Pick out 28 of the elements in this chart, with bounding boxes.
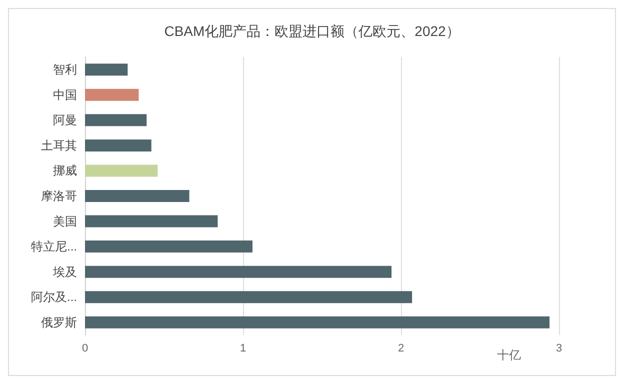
x-tick-label: 3 bbox=[556, 342, 562, 354]
bar bbox=[85, 240, 252, 253]
y-tick-label: 土耳其 bbox=[41, 138, 77, 152]
bar bbox=[85, 291, 412, 304]
y-tick-label: 美国 bbox=[53, 214, 77, 228]
bar bbox=[85, 164, 158, 177]
y-tick-label: 挪威 bbox=[53, 164, 77, 178]
y-tick-label: 埃及 bbox=[52, 264, 77, 279]
y-tick-label: 特立尼... bbox=[30, 240, 77, 254]
bar bbox=[85, 215, 218, 228]
x-tick-label: 2 bbox=[398, 342, 404, 354]
bar bbox=[85, 88, 139, 101]
x-tick-label: 0 bbox=[82, 342, 88, 354]
bar bbox=[85, 190, 190, 202]
y-tick-label: 摩洛哥 bbox=[41, 189, 77, 203]
bar bbox=[85, 64, 128, 76]
bar bbox=[85, 266, 392, 278]
y-tick-label: 俄罗斯 bbox=[41, 315, 77, 330]
y-tick-label: 阿曼 bbox=[53, 113, 77, 128]
y-tick-label: 阿尔及... bbox=[30, 290, 77, 304]
y-tick-label: 智利 bbox=[53, 62, 77, 77]
bar bbox=[85, 139, 152, 152]
x-tick-label: 1 bbox=[240, 342, 246, 354]
chart-title: CBAM化肥产品：欧盟进口额（亿欧元、2022） bbox=[164, 23, 460, 39]
bar bbox=[85, 114, 147, 126]
y-tick-label: 中国 bbox=[53, 88, 77, 102]
x-axis-title: 十亿 bbox=[497, 348, 521, 362]
bar bbox=[85, 316, 550, 328]
